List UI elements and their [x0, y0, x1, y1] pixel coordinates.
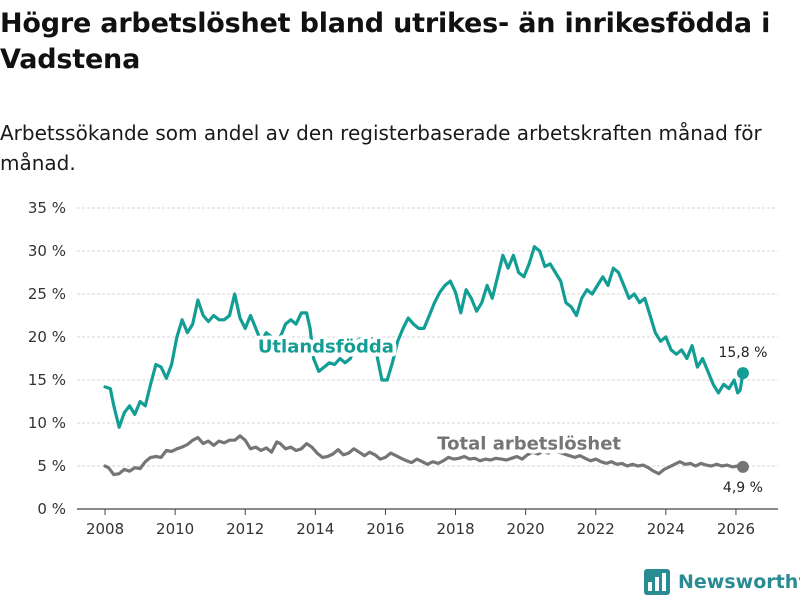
series-label: Total arbetslöshet: [437, 434, 621, 455]
y-tick-label: 0 %: [37, 500, 66, 518]
series-label: Utlandsfödda: [258, 336, 394, 357]
series-endpoint-total-arbetslöshet: [736, 460, 749, 473]
grid-layer: [77, 207, 778, 510]
axis-layer: 0 % 5 % 10 % 15 % 20 % 25 % 30 % 35 % 2008 2010 20…: [28, 199, 755, 538]
x-tick-label: 2022: [577, 520, 615, 538]
series-label-halo: Total arbetslöshet: [437, 434, 621, 455]
x-tick-label: 2012: [226, 520, 264, 538]
y-tick-label: 10 %: [28, 414, 66, 432]
end-value-label: 4,9 %: [723, 480, 763, 496]
chart-title: Högre arbetslöshet bland utrikes- än inr…: [0, 8, 771, 75]
x-tick-label: 2026: [717, 520, 755, 538]
x-tick-label: 2008: [86, 520, 124, 538]
x-tick-label: 2010: [156, 520, 194, 538]
label-layer: 15,8 %4,9 %UtlandsföddaUtlandsföddaTotal…: [254, 332, 768, 496]
x-tick-label: 2014: [296, 520, 334, 538]
series-line-total-arbetslöshet: [103, 434, 745, 477]
end-value-label: 15,8 %: [718, 345, 767, 361]
chart-subtitle: Arbetssökande som andel av den registerb…: [0, 121, 762, 175]
y-tick-label: 20 %: [28, 328, 66, 346]
series-label-halo: Utlandsfödda: [258, 336, 394, 357]
y-tick-label: 5 %: [37, 457, 66, 475]
brand-name: Newsworthy: [678, 571, 800, 593]
y-tick-label: 35 %: [28, 199, 66, 217]
y-tick-label: 15 %: [28, 371, 66, 389]
y-tick-label: 30 %: [28, 242, 66, 260]
y-tick-label: 25 %: [28, 285, 66, 303]
x-tick-label: 2020: [507, 520, 545, 538]
brand-logo: Newsworthy: [644, 568, 800, 596]
x-tick-label: 2016: [366, 520, 404, 538]
series-layer: [103, 245, 749, 477]
x-tick-label: 2018: [436, 520, 474, 538]
series-endpoint-utlandsfödda: [736, 367, 749, 380]
x-tick-label: 2024: [647, 520, 685, 538]
series-line-utlandsfödda: [103, 245, 745, 429]
bar-chart-icon: [644, 569, 670, 595]
